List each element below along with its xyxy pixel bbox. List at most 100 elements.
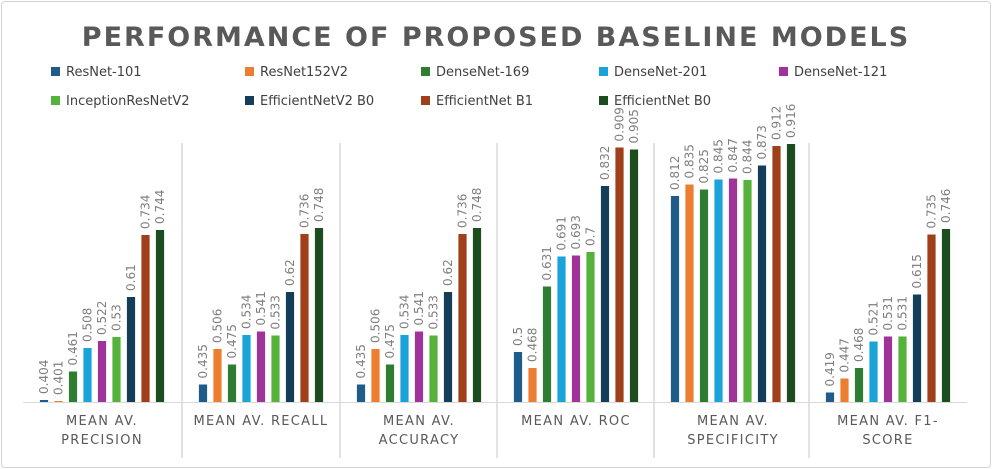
bar-efficientnet-b0-mean-av-f1-score — [941, 229, 951, 402]
bar-efficientnet-b1-mean-av-accuracy — [458, 234, 467, 402]
value-label: 0.873 — [755, 125, 769, 159]
bar-efficientnetv2-b0-mean-av-recall — [285, 292, 295, 402]
bar-densenet-121-mean-av-recall — [256, 331, 266, 402]
value-label: 0.912 — [770, 106, 784, 140]
bar-densenet-201-mean-av-precision — [83, 348, 92, 402]
legend-swatch-efficientnet-b0 — [599, 96, 608, 105]
legend-label-densenet-121: DenseNet-121 — [794, 65, 887, 80]
value-label: 0.401 — [52, 361, 66, 395]
value-label: 0.541 — [254, 291, 268, 325]
bar-densenet-121-mean-av-accuracy — [414, 331, 424, 402]
bar-efficientnet-b1-mean-av-roc — [615, 147, 624, 402]
bar-efficientnetv2-b0-mean-av-roc — [600, 186, 610, 402]
bar-efficientnetv2-b0-mean-av-specificity — [757, 165, 767, 402]
bar-resnet152v2-mean-av-accuracy — [371, 349, 380, 402]
legend-label-resnet152v2: ResNet152V2 — [260, 65, 348, 80]
category-label: MEAN AV. — [383, 414, 455, 429]
value-label: 0.746 — [939, 189, 953, 223]
bar-densenet-201-mean-av-recall — [242, 335, 251, 402]
category-label: PRECISION — [61, 433, 143, 448]
bar-resnet152v2-mean-av-recall — [213, 349, 222, 402]
bar-efficientnetv2-b0-mean-av-accuracy — [443, 292, 453, 402]
category-label: MEAN AV. — [66, 414, 138, 429]
value-label: 0.812 — [668, 156, 682, 190]
value-label: 0.404 — [37, 360, 51, 394]
bar-resnet-101-mean-av-roc — [513, 352, 523, 402]
bar-densenet-121-mean-av-precision — [97, 341, 107, 402]
category-label: MEAN AV. RECALL — [194, 414, 329, 429]
bar-densenet-121-mean-av-f1-score — [883, 336, 893, 402]
legend-swatch-densenet-121 — [779, 67, 788, 76]
value-label: 0.419 — [823, 352, 837, 386]
legend-label-resnet-101: ResNet-101 — [66, 65, 142, 80]
value-label: 0.508 — [81, 308, 95, 342]
bar-efficientnet-b1-mean-av-specificity — [772, 146, 781, 402]
bar-resnet-101-mean-av-specificity — [670, 196, 680, 402]
value-label: 0.461 — [66, 331, 80, 365]
category-label: SCORE — [862, 433, 913, 448]
value-label: 0.825 — [697, 149, 711, 183]
value-label: 0.534 — [398, 295, 412, 329]
bar-densenet-169-mean-av-accuracy — [385, 364, 395, 402]
value-label: 0.734 — [139, 195, 153, 229]
value-label: 0.748 — [312, 188, 326, 222]
category-label: SPECIFICITY — [687, 433, 779, 448]
value-label: 0.844 — [741, 140, 755, 174]
value-label: 0.533 — [427, 295, 441, 329]
legend-swatch-densenet-169 — [421, 67, 430, 76]
value-label: 0.736 — [456, 194, 470, 228]
value-label: 0.62 — [441, 259, 455, 286]
legend-swatch-efficientnetv2-b0 — [245, 96, 254, 105]
value-label: 0.53 — [110, 304, 124, 331]
value-label: 0.468 — [852, 328, 866, 362]
bar-resnet152v2-mean-av-specificity — [685, 184, 694, 402]
bar-densenet-201-mean-av-accuracy — [400, 335, 409, 402]
category-label: MEAN AV. ROC — [521, 414, 631, 429]
value-label: 0.447 — [838, 338, 852, 372]
value-label: 0.631 — [540, 246, 554, 280]
category-label: ACCURACY — [379, 433, 460, 448]
bar-resnet-101-mean-av-precision — [39, 400, 49, 402]
value-label: 0.847 — [726, 138, 740, 172]
legend-label-efficientnet-b0: EfficientNet B0 — [614, 94, 711, 109]
value-label: 0.832 — [598, 146, 612, 180]
bar-resnet152v2-mean-av-precision — [54, 401, 63, 402]
bar-efficientnet-b1-mean-av-recall — [300, 234, 309, 402]
bar-efficientnet-b0-mean-av-accuracy — [472, 228, 482, 402]
bar-efficientnet-b1-mean-av-precision — [141, 235, 150, 402]
value-label: 0.909 — [613, 107, 627, 141]
value-label: 0.693 — [569, 215, 583, 249]
legend-swatch-inceptionresnetv2 — [51, 96, 60, 105]
bar-inceptionresnetv2-mean-av-specificity — [743, 180, 752, 402]
value-label: 0.615 — [910, 254, 924, 288]
bar-inceptionresnetv2-mean-av-recall — [271, 335, 280, 402]
value-label: 0.533 — [269, 295, 283, 329]
value-label: 0.845 — [712, 139, 726, 173]
value-label: 0.522 — [95, 301, 109, 335]
value-label: 0.5 — [511, 327, 525, 346]
value-label: 0.534 — [240, 295, 254, 329]
legend-swatch-efficientnet-b1 — [421, 96, 430, 105]
value-label: 0.468 — [526, 328, 540, 362]
legend-label-efficientnet-b1: EfficientNet B1 — [436, 94, 533, 109]
value-label: 0.744 — [153, 190, 167, 224]
bar-densenet-169-mean-av-specificity — [699, 189, 709, 402]
legend-swatch-resnet-101 — [51, 67, 60, 76]
bar-resnet-101-mean-av-f1-score — [825, 392, 835, 402]
bar-inceptionresnetv2-mean-av-f1-score — [898, 336, 907, 402]
value-label: 0.62 — [283, 259, 297, 286]
bar-densenet-201-mean-av-f1-score — [869, 341, 878, 402]
category-label: MEAN AV. F1- — [837, 414, 939, 429]
chart-title: PERFORMANCE OF PROPOSED BASELINE MODELS — [82, 22, 910, 53]
value-label: 0.916 — [784, 104, 798, 138]
category-label: MEAN AV. — [697, 414, 769, 429]
bar-densenet-121-mean-av-roc — [571, 255, 581, 402]
bar-densenet-169-mean-av-recall — [227, 364, 237, 402]
bar-efficientnet-b0-mean-av-precision — [155, 230, 165, 402]
value-label: 0.905 — [627, 109, 641, 143]
bar-efficientnet-b1-mean-av-f1-score — [927, 234, 936, 402]
value-label: 0.506 — [369, 309, 383, 343]
value-label: 0.7 — [584, 227, 598, 246]
